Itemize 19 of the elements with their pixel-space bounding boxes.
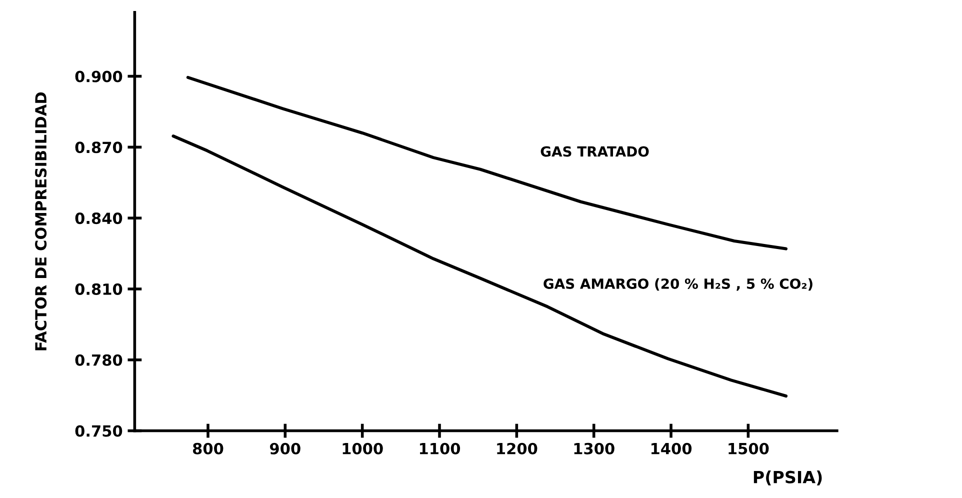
y-tick-label: 0.750 (75, 425, 122, 437)
x-tick-label: 1500 (728, 442, 769, 454)
x-tick-label: 1300 (574, 442, 614, 454)
line-series (186, 76, 788, 250)
y-tick-label: 0.870 (75, 142, 122, 154)
x-tick-label: 1100 (420, 442, 460, 454)
y-tick-label: 0.810 (75, 283, 122, 295)
text: GAS TRATADO (540, 146, 649, 157)
y-tick-label: 0.780 (75, 354, 122, 366)
x-tick-label: 800 (192, 442, 224, 454)
x-tick-label: 1000 (342, 442, 383, 454)
x-tick-label: 1200 (497, 442, 538, 454)
y-tick-label: 0.900 (75, 70, 122, 82)
y-axis-title: FACTOR DE COMPRESIBILIDAD (35, 92, 47, 350)
x-tick-label: 900 (270, 442, 300, 454)
x-tick-label: 1400 (651, 442, 692, 454)
series-label: GAS AMARGO (20 % H₂S , 5 % CO₂) (544, 278, 812, 291)
y-tick-label: 0.840 (75, 212, 122, 224)
x-axis-title: P(PSIA) (754, 470, 822, 486)
